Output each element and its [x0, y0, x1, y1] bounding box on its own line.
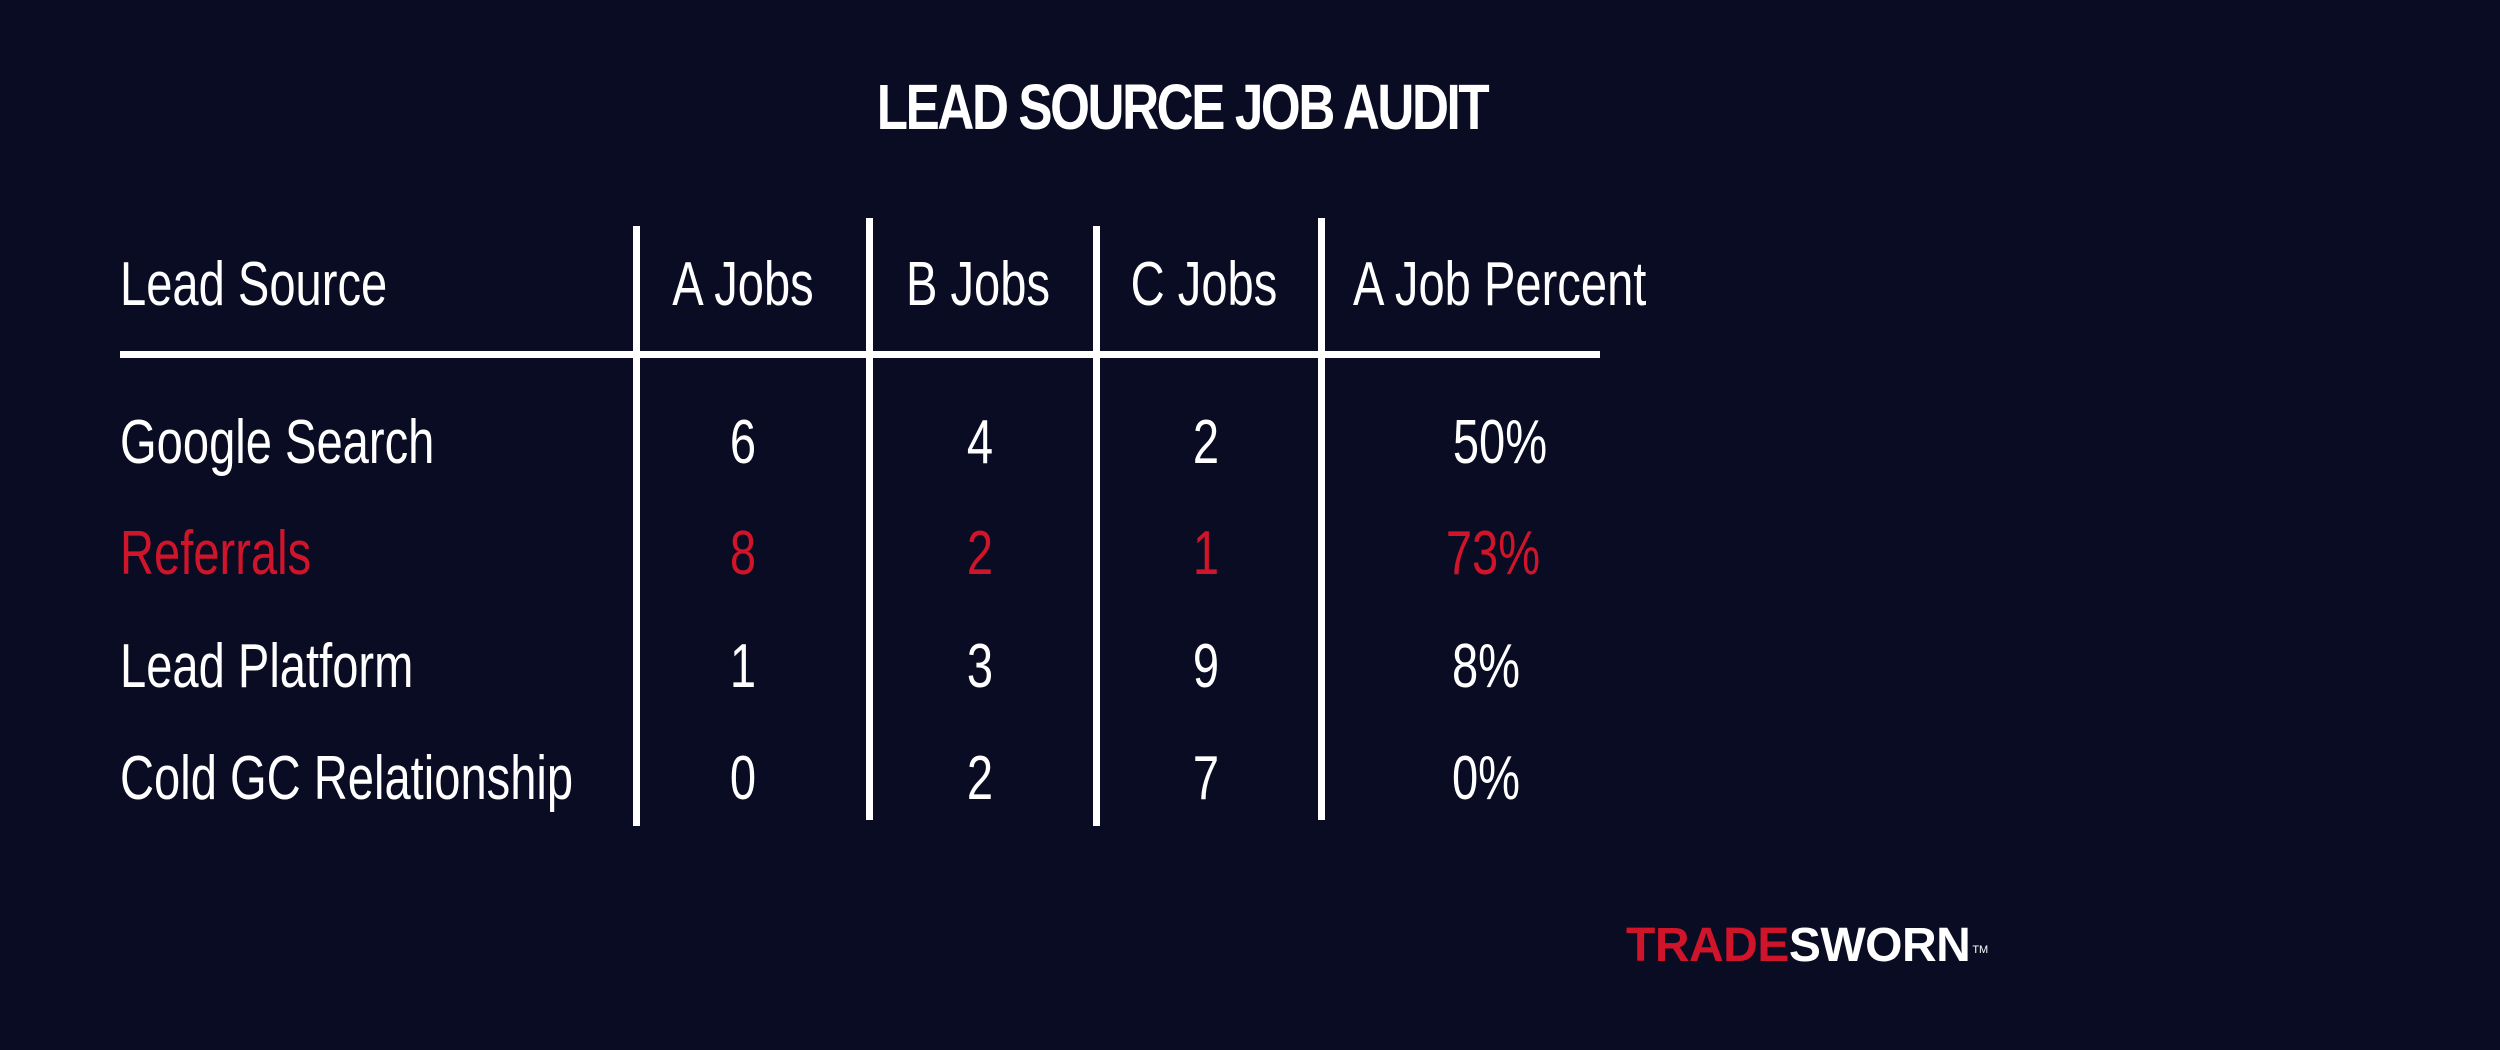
- table-row-a-jobs: 8: [729, 519, 757, 588]
- header-a-jobs: A Jobs: [672, 250, 814, 319]
- table-row-c-jobs: 2: [1192, 408, 1220, 477]
- column-divider-2: [866, 218, 873, 820]
- table-row-source: Cold GC Relationship: [120, 744, 574, 813]
- table-row-b-jobs: 3: [966, 632, 994, 701]
- header-b-jobs: B Jobs: [905, 250, 1051, 319]
- logo-trademark: TM: [1972, 944, 1989, 956]
- column-divider-4: [1318, 218, 1325, 820]
- header-lead-source: Lead Source: [120, 250, 388, 319]
- logo-text-sworn: SWORN: [1788, 919, 1971, 972]
- table-row-source: Lead Platform: [120, 632, 414, 701]
- table-row-b-jobs: 2: [966, 744, 994, 813]
- table-row-c-jobs: 7: [1192, 744, 1220, 813]
- table-row-b-jobs: 2: [966, 519, 994, 588]
- table-row-a-jobs: 1: [729, 632, 757, 701]
- table-row-a-jobs: 6: [729, 408, 757, 477]
- header-c-jobs: C Jobs: [1130, 250, 1278, 319]
- table-row-a-job-percent: 50%: [1452, 408, 1548, 477]
- table-row-source: Referrals: [120, 519, 312, 588]
- table-row-a-jobs: 0: [729, 744, 757, 813]
- table-row-a-job-percent: 8%: [1451, 632, 1521, 701]
- logo-text-trade: TRADE: [1626, 919, 1789, 972]
- table-row-b-jobs: 4: [966, 408, 994, 477]
- page-title: LEAD SOURCE JOB AUDIT: [876, 71, 1490, 143]
- table-row-source: Google Search: [120, 408, 435, 477]
- table-row-c-jobs: 1: [1192, 519, 1220, 588]
- tradesworn-logo: TRADESWORN TM: [1626, 921, 1988, 971]
- table-row-a-job-percent: 73%: [1445, 519, 1541, 588]
- header-a-job-percent: A Job Percent: [1353, 250, 1647, 319]
- column-divider-1: [633, 226, 640, 826]
- table-row-c-jobs: 9: [1192, 632, 1220, 701]
- header-divider: [120, 351, 1600, 358]
- table-row-a-job-percent: 0%: [1451, 744, 1521, 813]
- column-divider-3: [1093, 226, 1100, 826]
